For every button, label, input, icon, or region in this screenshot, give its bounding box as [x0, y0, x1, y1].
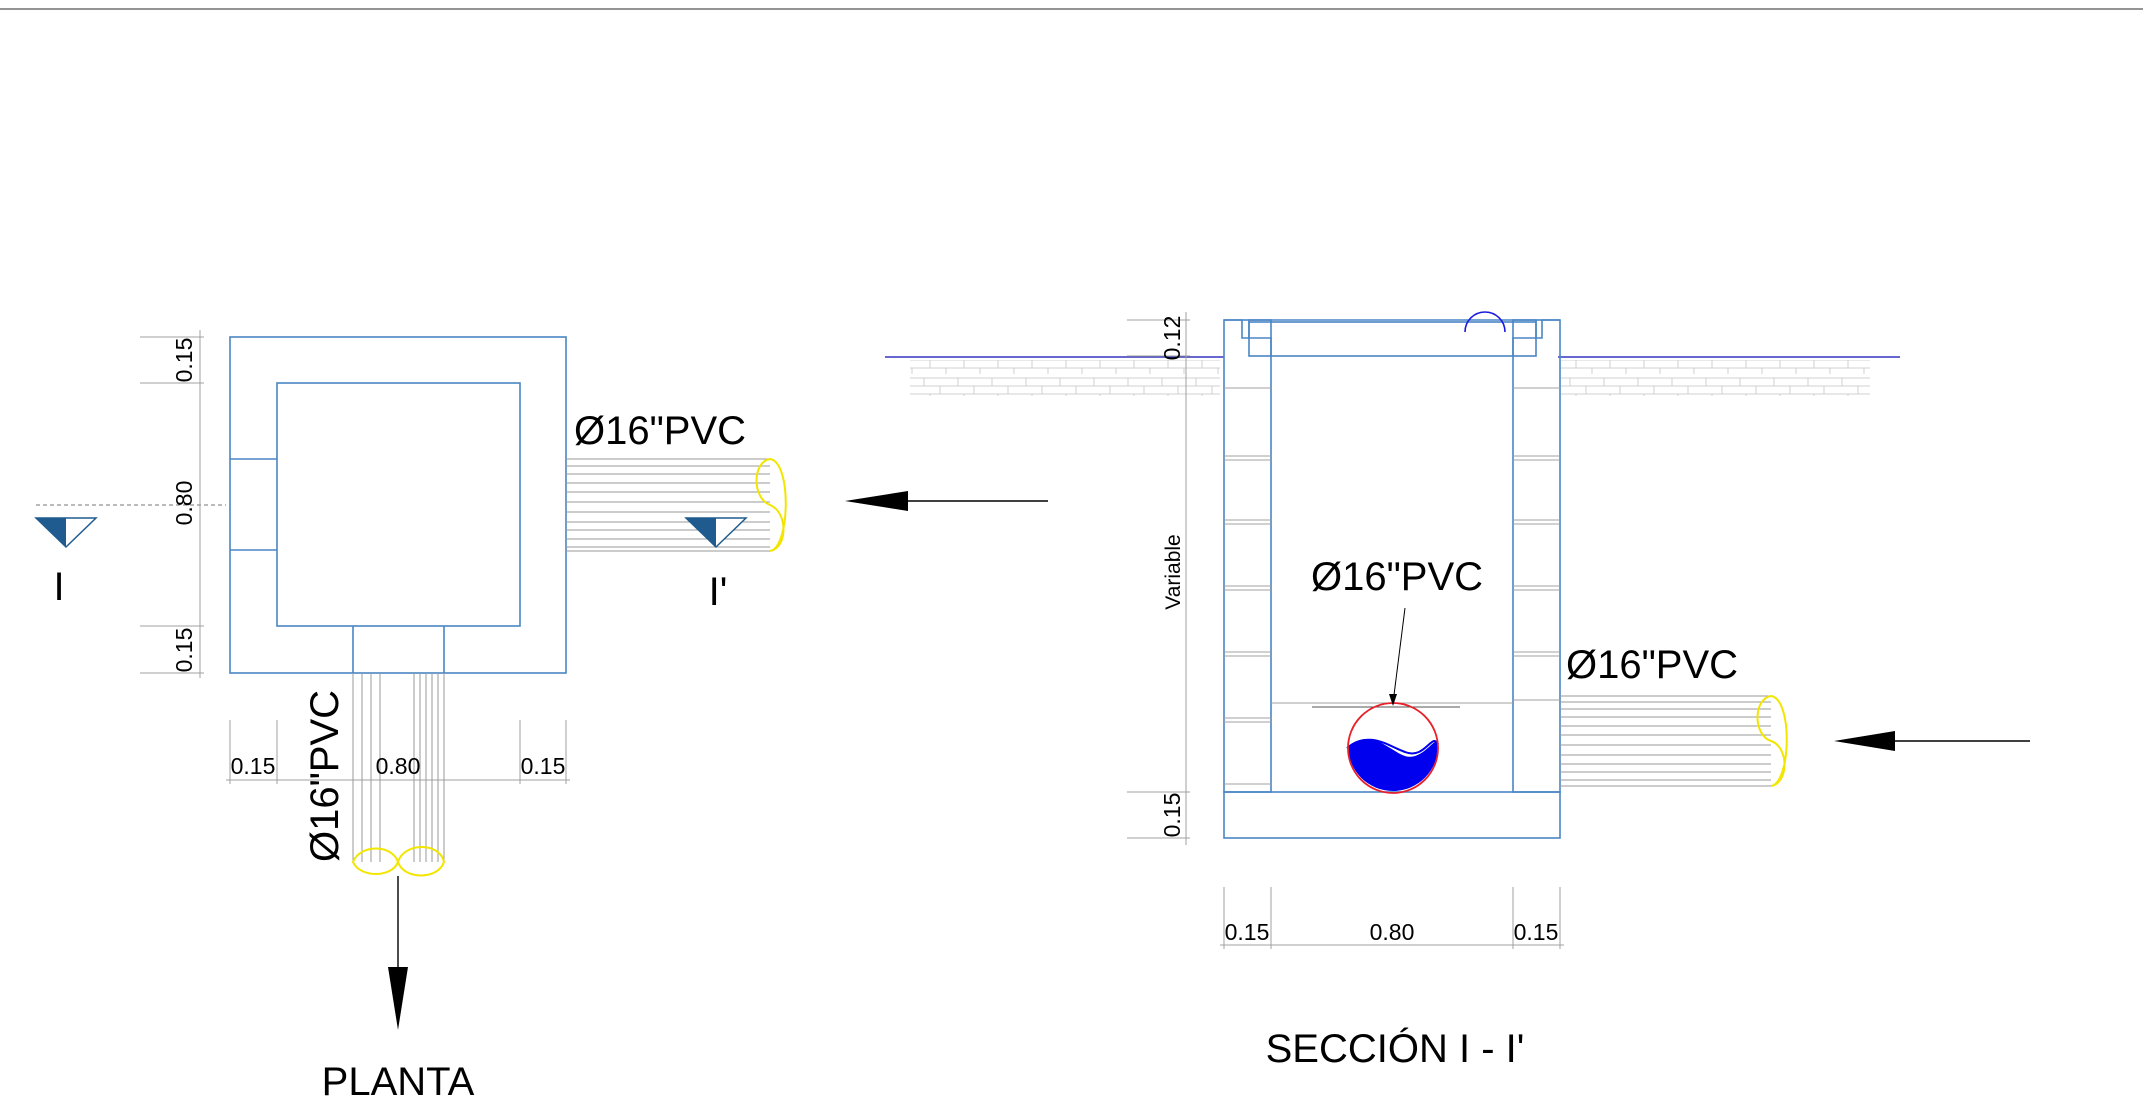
section-vertical-dimension [1127, 312, 1190, 845]
section-dim-base: 0.15 [1159, 793, 1185, 838]
section-cover-slab [1248, 321, 1537, 357]
section-dim-left: 0.15 [1225, 919, 1270, 945]
pipe-leader-line [1392, 607, 1406, 704]
lid-handle-icon [1464, 311, 1506, 333]
soil-hatch-right [1560, 360, 1870, 396]
section-pipe-circle [1346, 702, 1439, 794]
section-title: SECCIÓN I - I' [1266, 1026, 1525, 1071]
plan-horizontal-dimension [226, 720, 570, 784]
plan-outlet-pipe [351, 673, 446, 877]
plan-outlet-pipe-break [351, 846, 446, 877]
plan-outer-wall [229, 336, 567, 674]
plan-dim-middle: 0.80 [171, 481, 197, 526]
section-inlet-pipe-break [1756, 694, 1788, 787]
arrow-down-icon [388, 876, 408, 1030]
arrow-left-icon [1834, 731, 2030, 751]
section-view: Ø16"PVC Ø16"PVC [885, 311, 2030, 1071]
plan-vertical-dimension [140, 330, 204, 678]
section-marker-end-icon [684, 517, 748, 549]
section-marker-start-icon [34, 517, 98, 549]
section-dim-depth: Variable [1162, 534, 1185, 610]
section-dim-right: 0.15 [1514, 919, 1559, 945]
plan-inner-chamber [276, 382, 521, 627]
soil-hatch-left [910, 360, 1220, 396]
plan-inlet-pipe [566, 457, 787, 552]
plan-dim-bottom: 0.15 [171, 628, 197, 673]
wall-coursing [1224, 387, 1560, 785]
section-left-wall [1223, 319, 1272, 793]
section-end-label: I' [709, 570, 728, 614]
section-horizontal-dimension [1220, 887, 1564, 949]
section-inner-pipe-label: Ø16"PVC [1311, 555, 1483, 599]
section-dim-center: 0.80 [1370, 919, 1415, 945]
plan-dim-center: 0.80 [376, 753, 421, 779]
plan-dim-top: 0.15 [171, 338, 197, 383]
section-inlet-pipe-label: Ø16"PVC [1566, 643, 1738, 687]
arrow-left-icon [845, 491, 1048, 511]
plan-inlet-pipe-label: Ø16"PVC [574, 409, 746, 453]
plan-dim-right: 0.15 [521, 753, 566, 779]
section-base-slab [1223, 791, 1561, 839]
section-start-label: I [53, 565, 64, 609]
pipe-leader-arrowhead [1389, 694, 1397, 706]
section-right-wall [1512, 319, 1561, 793]
plan-title: PLANTA [322, 1060, 475, 1104]
plan-view: I I' Ø16"PVC Ø16"PVC 0.15 0.80 0.15 0.15… [34, 330, 1048, 1104]
plan-inlet-pipe-break [755, 457, 787, 552]
plan-dim-left: 0.15 [231, 753, 276, 779]
section-dim-cover: 0.12 [1159, 316, 1185, 361]
plan-outlet-pipe-label: Ø16"PVC [303, 690, 347, 862]
section-inlet-pipe [1560, 694, 1788, 787]
